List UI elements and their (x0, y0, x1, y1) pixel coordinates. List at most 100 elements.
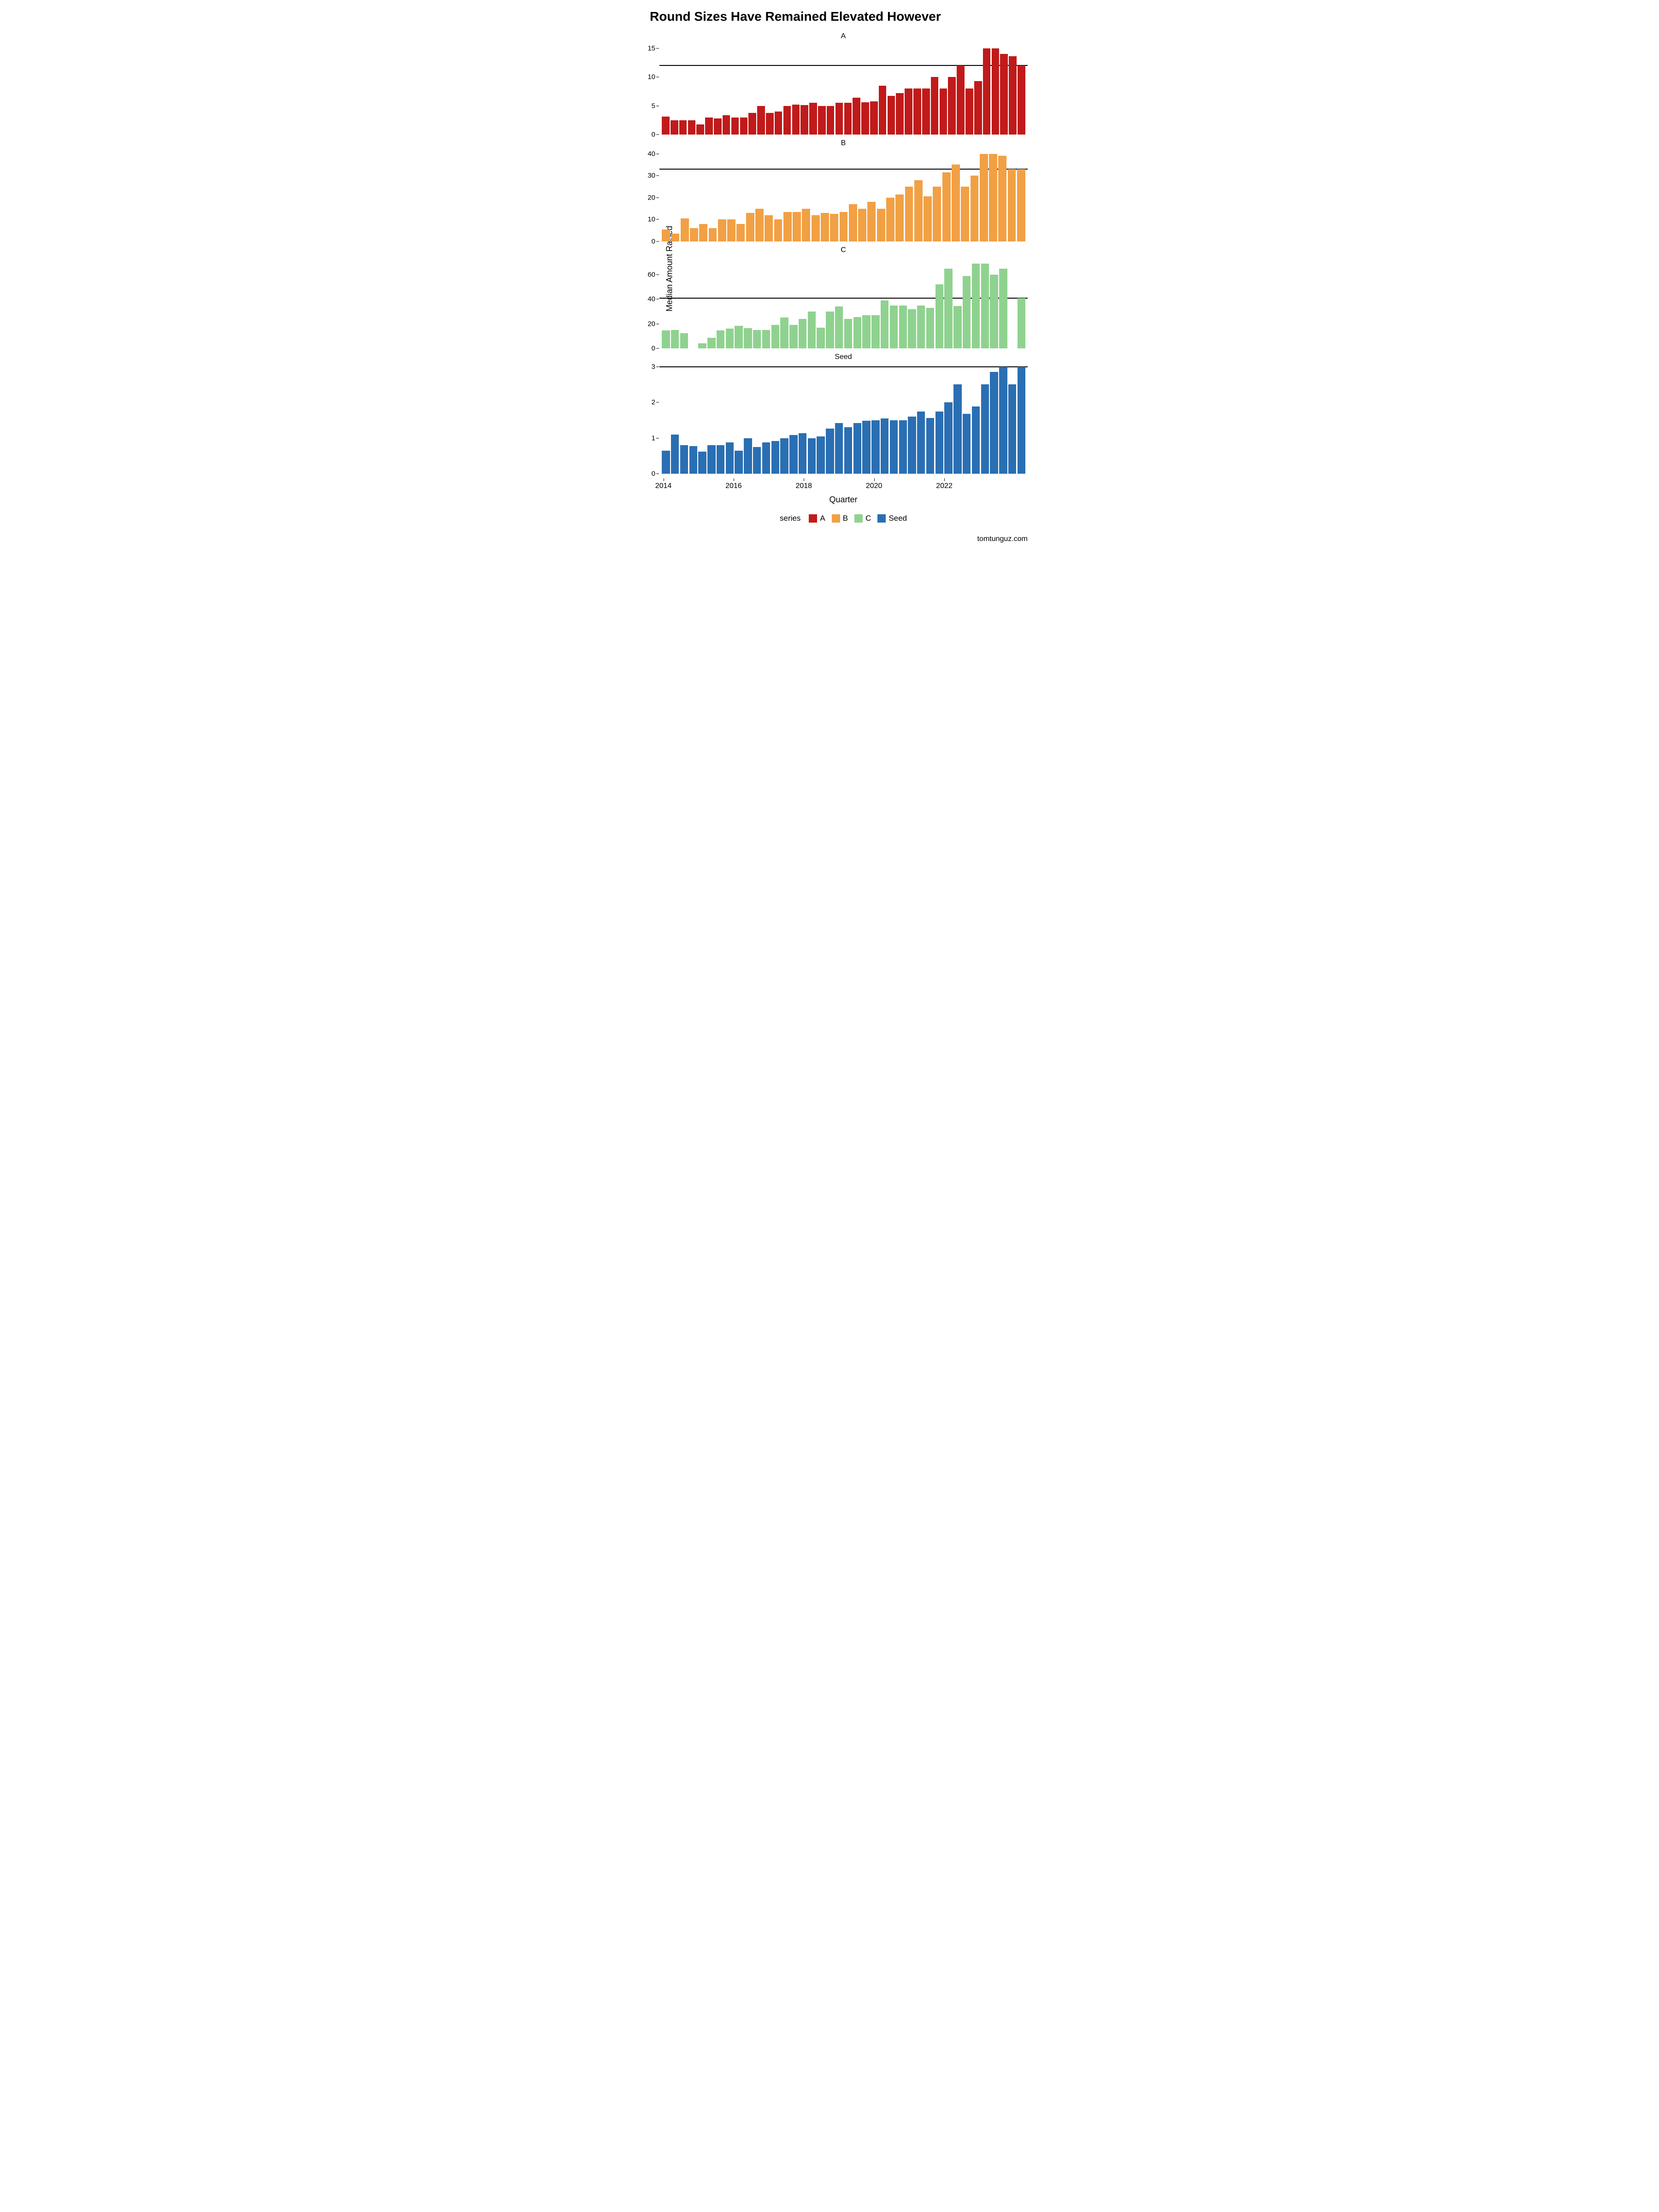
bar-slot (926, 256, 935, 348)
y-tick-label: 10 (647, 216, 655, 224)
bar-slot (789, 363, 798, 474)
bar-slot (922, 42, 930, 135)
bar-slot (835, 363, 844, 474)
bar (680, 333, 688, 348)
bar-slot (989, 256, 999, 348)
bar (731, 118, 739, 135)
bar-slot (889, 256, 899, 348)
y-tick-label: 60 (647, 271, 655, 279)
bar-slot (816, 363, 825, 474)
bar (963, 276, 971, 348)
bar-slot (762, 256, 771, 348)
bar (817, 436, 824, 474)
bar (753, 447, 761, 474)
bar (817, 328, 824, 348)
bar-slot (696, 42, 705, 135)
bar (998, 156, 1006, 241)
bar (809, 103, 817, 135)
legend-swatch (832, 514, 840, 523)
bar (905, 88, 912, 135)
bar (735, 326, 742, 348)
bar-slot (932, 149, 941, 241)
bar (762, 330, 770, 348)
bar-slot (680, 256, 689, 348)
y-tick-label: 0 (652, 131, 655, 139)
bar (983, 48, 991, 135)
bar-slot (939, 42, 948, 135)
bar (717, 330, 724, 348)
bar (746, 213, 754, 241)
bar-slot (974, 42, 982, 135)
bar-slot (926, 363, 935, 474)
bar-slot (661, 256, 671, 348)
bar (1018, 367, 1025, 474)
bar (808, 438, 816, 474)
bar-slot (689, 149, 699, 241)
bar (783, 212, 792, 241)
x-axis: 20142016201820202022 (659, 478, 1028, 494)
bar (818, 106, 826, 135)
bar (709, 228, 717, 241)
bar-slot (718, 149, 727, 241)
bar-slot (757, 42, 765, 135)
bar (662, 451, 670, 474)
bar (888, 96, 895, 135)
y-tick-label: 5 (652, 102, 655, 110)
bar (821, 213, 829, 241)
bar-slot (753, 256, 762, 348)
bar-slot (944, 256, 953, 348)
bar-slot (661, 363, 671, 474)
bar (735, 451, 742, 474)
y-tick-label: 0 (652, 238, 655, 246)
bar-slot (1008, 363, 1017, 474)
bar-slot (698, 256, 707, 348)
bar-slot (843, 42, 852, 135)
bar-slot (753, 363, 762, 474)
facet-title: B (631, 139, 1028, 147)
bar (671, 120, 678, 135)
bar-slot (743, 256, 753, 348)
bar (917, 412, 925, 474)
facet-title: A (631, 32, 1028, 41)
bar (926, 418, 934, 474)
y-axis: 010203040 (631, 149, 659, 241)
bar (1009, 56, 1017, 135)
bar-slot (867, 149, 876, 241)
x-tick-mark (944, 478, 945, 481)
bar (952, 165, 960, 241)
bar-slot (708, 149, 717, 241)
bar (799, 433, 806, 474)
bar (917, 306, 925, 348)
bar-slot (1008, 42, 1017, 135)
bar (707, 445, 715, 474)
bar (726, 442, 734, 474)
bar (877, 209, 885, 241)
bar-slot (725, 256, 734, 348)
bar-slot (980, 363, 989, 474)
bar-slot (971, 256, 981, 348)
bar-slot (736, 149, 745, 241)
bar (789, 435, 797, 474)
bar (926, 308, 934, 348)
bar (1008, 169, 1016, 241)
bar (944, 402, 952, 474)
bar (1018, 298, 1025, 348)
bar (870, 101, 878, 135)
chart-title: Round Sizes Have Remained Elevated Howev… (650, 9, 1028, 24)
bar-slot (698, 363, 707, 474)
chart-stack: Median Amount Raised A051015B010203040C0… (631, 32, 1028, 505)
bar (1008, 384, 1016, 474)
bar (800, 105, 808, 135)
bar-slot (839, 149, 848, 241)
bar (717, 445, 724, 474)
bar (812, 215, 820, 241)
bar-slot (816, 256, 825, 348)
bar (853, 98, 860, 135)
bar-slot (807, 363, 817, 474)
legend-label: C (865, 514, 871, 523)
bar (990, 275, 998, 348)
plot-row: 051015 (631, 42, 1028, 135)
bar (771, 441, 779, 474)
bar-slot (914, 149, 923, 241)
bar (827, 106, 835, 135)
